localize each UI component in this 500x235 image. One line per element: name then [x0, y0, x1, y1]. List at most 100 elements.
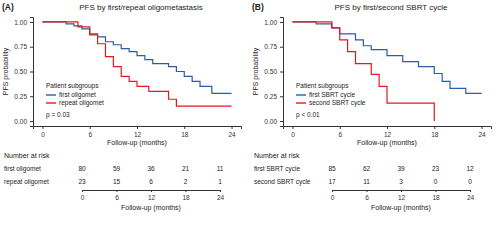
- tick-label: 0.75: [14, 43, 27, 50]
- risk-count: 11: [217, 165, 224, 172]
- risk-count: 36: [147, 165, 155, 172]
- tick-mark: [30, 96, 33, 97]
- tick: 0.50: [14, 68, 33, 75]
- tick-mark: [30, 22, 33, 23]
- risk-table-axis: 0 6 12 18 24: [81, 190, 225, 201]
- risk-row-label: first SBRT cycle: [254, 165, 300, 173]
- tick: 6: [115, 190, 119, 201]
- x-axis: 06121824: [284, 126, 492, 138]
- risk-table-title: Number at risk: [4, 152, 50, 159]
- tick-label: 0: [81, 194, 85, 201]
- risk-count: 59: [113, 165, 121, 172]
- risk-count: 12: [466, 165, 474, 172]
- tick-mark: [280, 22, 283, 23]
- tick: 0.00: [14, 118, 33, 125]
- tick-mark: [90, 126, 91, 129]
- tick: 24: [467, 190, 475, 201]
- tick: 6: [88, 126, 92, 138]
- legend-swatch: [46, 102, 56, 103]
- legend: Patient subgroupsfirst oligometrepeat ol…: [46, 82, 104, 107]
- tick-mark: [30, 72, 33, 73]
- risk-table: Number at riskfirst SBRT cycle8562392312…: [254, 152, 474, 212]
- tick-label: 18: [181, 131, 189, 138]
- tick-mark: [292, 126, 293, 129]
- axis-line: [333, 191, 471, 193]
- tick-label: 0.00: [264, 118, 277, 125]
- panel: (A)PFS by first/repeat oligometastasis06…: [2, 2, 242, 212]
- tick-label: 0.25: [264, 93, 277, 100]
- risk-count: 0: [434, 178, 438, 185]
- tick-label: 0.75: [264, 43, 277, 50]
- tick-mark: [332, 190, 333, 192]
- tick: 12: [384, 126, 392, 138]
- legend-title: Patient subgroups: [296, 82, 349, 90]
- risk-count: 2: [184, 178, 188, 185]
- tick-mark: [434, 126, 435, 129]
- legend-swatch: [296, 94, 306, 95]
- legend-label: repeat oligomet: [59, 99, 104, 107]
- tick: 0: [331, 190, 335, 201]
- risk-row-label: first oligomet: [4, 165, 41, 173]
- p-value: p = 0.03: [46, 111, 70, 119]
- tick-label: 18: [431, 131, 439, 138]
- tick: 0: [41, 126, 45, 138]
- y-axis: 0.00 0.25 0.50 0.75 1.00: [264, 18, 283, 127]
- tick-label: 0.50: [14, 68, 27, 75]
- tick-label: 24: [467, 194, 475, 201]
- tick-label: 12: [134, 131, 142, 138]
- tick-label: 6: [365, 194, 369, 201]
- tick-label: 0: [291, 131, 295, 138]
- tick: 0.25: [14, 93, 33, 100]
- tick-label: 12: [148, 194, 156, 201]
- tick-label: 1.00: [264, 19, 277, 26]
- tick: 18: [181, 126, 189, 138]
- tick-mark: [184, 126, 185, 129]
- tick-mark: [280, 121, 283, 122]
- tick: 0: [291, 126, 295, 138]
- tick: 0.50: [264, 68, 283, 75]
- tick: 1.00: [14, 19, 33, 26]
- tick-mark: [401, 190, 402, 192]
- risk-table-axis-title: Follow-up (months): [371, 204, 431, 212]
- risk-count: 15: [113, 178, 121, 185]
- tick-mark: [117, 190, 118, 192]
- risk-table: Number at riskfirst oligomet8059362111re…: [4, 152, 224, 212]
- tick-label: 24: [217, 194, 225, 201]
- tick-mark: [232, 126, 233, 129]
- tick: 12: [148, 190, 156, 201]
- tick-label: 0: [331, 194, 335, 201]
- tick-mark: [367, 190, 368, 192]
- tick-mark: [280, 47, 283, 48]
- tick: 0.00: [264, 118, 283, 125]
- tick: 6: [365, 190, 369, 201]
- axis-line: [280, 18, 284, 127]
- p-value: p < 0.01: [296, 111, 320, 119]
- tick: 18: [432, 190, 440, 201]
- axis-line: [34, 127, 242, 130]
- risk-count: 39: [397, 165, 405, 172]
- tick: 12: [134, 126, 142, 138]
- legend-swatch: [296, 102, 306, 103]
- tick: 12: [398, 190, 406, 201]
- tick: 18: [182, 190, 190, 201]
- tick: 1.00: [264, 19, 283, 26]
- survival-curve: [292, 22, 434, 121]
- risk-count: 23: [432, 165, 440, 172]
- axis-line: [30, 18, 34, 127]
- risk-count: 17: [328, 178, 336, 185]
- tick: 24: [217, 190, 225, 201]
- x-axis: 06121824: [34, 126, 242, 138]
- tick-mark: [387, 126, 388, 129]
- risk-count: 21: [182, 165, 190, 172]
- tick-mark: [470, 190, 471, 192]
- risk-table-axis-title: Follow-up (months): [121, 204, 181, 212]
- figure: (A)PFS by first/repeat oligometastasis06…: [0, 0, 500, 235]
- tick-label: 12: [384, 131, 392, 138]
- tick-label: 0.25: [14, 93, 27, 100]
- tick-label: 12: [398, 194, 406, 201]
- tick-mark: [30, 121, 33, 122]
- risk-row-label: repeat oligomet: [4, 178, 49, 186]
- tick-label: 0: [41, 131, 45, 138]
- panel-label: (B): [252, 2, 264, 12]
- y-axis-title: PFS probability: [252, 47, 260, 95]
